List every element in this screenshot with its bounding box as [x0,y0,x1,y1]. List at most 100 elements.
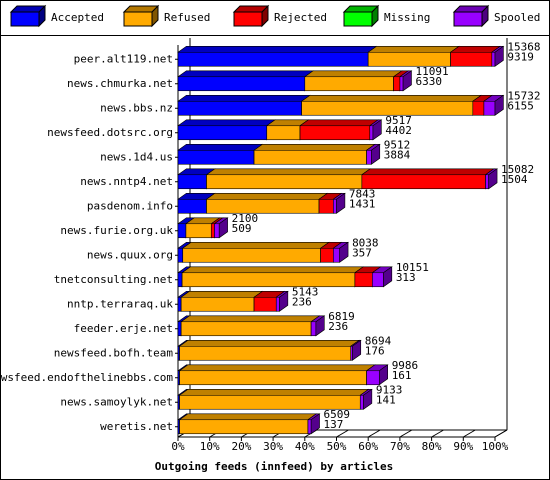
x-tick-label: 30% [263,440,283,453]
bar-top [177,144,264,151]
x-tick-label: 90% [453,440,473,453]
bar-annotation: 6819 [328,310,355,323]
bar-segment [177,198,207,214]
y-tick-label: news.quux.org [87,248,173,261]
bar-segment [182,247,321,263]
bar-segment [483,100,496,116]
bar-side [310,413,320,435]
bar-side [352,339,362,361]
bar-side [363,388,373,410]
bar-top [177,95,311,102]
bar-annotation: 9512 [384,138,411,151]
bar-segment [214,223,220,239]
bar-segment [333,247,340,263]
bar-side [372,119,382,141]
bar-segment [333,198,337,214]
bar-top [205,168,372,176]
bar-annotation: 176 [365,344,385,357]
bar-segment [185,223,212,239]
bar-segment [206,198,320,214]
bar-annotation: 10151 [396,261,429,274]
bar-annotation: 236 [328,320,348,333]
bar-annotation: 11091 [415,65,448,78]
bar-annotation: 357 [352,246,372,259]
x-tick-label: 40% [295,440,315,453]
bar-annotation: 2100 [232,212,258,225]
bar-segment [450,51,493,67]
legend-swatch [123,11,153,27]
floor-line [431,429,444,438]
bar-segment [177,321,182,337]
bar-top [178,388,370,396]
bar-segment [177,100,302,116]
bar-segment [177,272,183,288]
y-tick-label: tnetconsulting.net [54,273,173,286]
bar-annotation: 9133 [376,383,403,396]
floor-line [367,429,381,438]
x-axis-label: Outgoing feeds (innfeed) by articles [155,460,393,473]
legend-label: Spooled [494,11,540,24]
bar-segment [177,174,207,190]
bar-segment [304,76,394,92]
bar-segment [399,76,404,92]
y-tick-label: news.furie.org.uk [60,224,173,237]
bar-side [336,192,346,214]
bar-top [299,119,380,127]
legend-swatch [151,4,159,28]
bar-segment [472,100,485,116]
legend-label: Refused [164,11,210,24]
floor-line [399,429,413,438]
floor-line [463,429,476,438]
bar-side [402,70,412,92]
bar-annotation: 141 [376,393,396,406]
x-tick-label: 50% [327,440,347,453]
bar-annotation: 509 [232,222,252,235]
bar-annotation: 6509 [324,408,351,421]
bar-side [279,290,289,312]
bar-annotation: 1431 [349,197,376,210]
bar-segment [307,419,312,435]
legend-swatch [371,4,379,28]
x-tick-label: 60% [358,440,378,453]
bar-top [303,70,403,78]
bar-segment [179,345,352,361]
bar-segment [369,125,374,141]
bar-side [494,94,504,116]
bar-segment [210,223,215,239]
floor-line [494,429,508,438]
bar-side [378,364,388,386]
bar-segment [491,51,496,67]
bar-segment [177,76,306,92]
bar-segment [177,247,184,263]
bar-segment [181,272,356,288]
bar-top [180,315,321,323]
y-tick-label: news.1d4.us [100,150,173,163]
bar-segment [179,370,367,386]
bar-annotation: 7843 [349,187,376,200]
bar-segment [177,51,369,67]
bar-segment [393,76,401,92]
y-tick-label: newsfeed.dotsrc.org [47,126,173,139]
legend-swatch [481,4,489,28]
legend-swatch [233,11,263,27]
y-tick-label: news.bbs.nz [100,101,173,114]
bar-segment [177,223,187,239]
bar-top [300,95,483,102]
bar-side [494,45,504,67]
legend-swatch [10,11,40,27]
bar-side [315,315,325,337]
bar-annotation: 3884 [384,148,411,161]
bar-side [488,168,498,190]
y-tick-label: weretis.net [100,420,173,433]
bar-top [178,364,376,372]
bar-annotation: 236 [292,295,312,308]
bar-top [253,144,376,151]
bar-annotation: 6330 [415,75,442,88]
y-tick-label: nntp.terraraq.uk [67,297,173,310]
x-tick-label: 100% [482,440,509,453]
x-tick-label: 20% [231,440,251,453]
legend-swatch [38,4,46,28]
bar-segment [177,125,268,141]
bar-segment [485,174,489,190]
